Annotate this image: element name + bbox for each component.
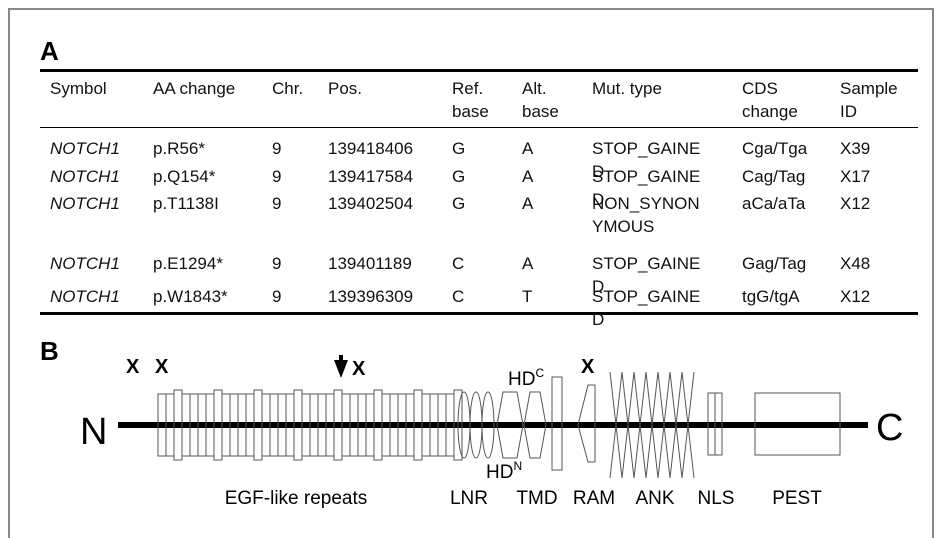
table-cell: Symbol: [50, 79, 107, 98]
table-cell: G: [452, 194, 466, 213]
panel-label: A: [40, 36, 59, 66]
table-cell: NOTCH1: [50, 254, 120, 273]
mutation-mark: X: [352, 358, 366, 380]
table-cell: G: [452, 167, 466, 186]
table-cell: A: [522, 139, 534, 158]
table-cell: A: [522, 167, 534, 186]
nls: [714, 392, 723, 456]
table-cell: p.R56*: [153, 139, 205, 158]
table-cell: X48: [840, 254, 871, 273]
domain-label: NLS: [698, 488, 735, 509]
table-cell: C: [452, 287, 465, 306]
hd-sup: C: [535, 366, 544, 380]
table-cell: Cga/Tga: [742, 139, 808, 158]
table-cell: Gag/Tag: [742, 254, 807, 273]
domain-label: TMD: [516, 488, 557, 509]
table-cell: p.Q154*: [153, 167, 216, 186]
table-cell: NON_SYNONYMOUS: [592, 194, 700, 236]
domain-label: RAM: [573, 488, 615, 509]
table-cell: Cag/Tag: [742, 167, 806, 186]
table-cell: X12: [840, 287, 871, 306]
table-cell: aCa/aTa: [742, 194, 806, 213]
table-cell: T: [522, 287, 533, 306]
egf-repeat: [453, 389, 463, 461]
table-cell: X17: [840, 167, 871, 186]
table-cell: AA change: [153, 79, 236, 98]
hd-n: [523, 391, 547, 459]
arrow: [334, 355, 348, 378]
hd-label: HDC: [508, 366, 544, 390]
domain-label: PEST: [772, 488, 822, 509]
lnr: [481, 391, 495, 459]
table-cell: NOTCH1: [50, 139, 120, 158]
table-cell: A: [522, 194, 534, 213]
table-cell: Ref. base: [452, 79, 489, 121]
table-cell: STOP_GAINED: [592, 139, 701, 181]
table-cell: 9: [272, 254, 282, 273]
table-cell: 139417584: [328, 167, 414, 186]
table-cell: Pos.: [328, 79, 363, 98]
table-cell: NOTCH1: [50, 287, 120, 306]
pest: [754, 392, 841, 456]
table-cell: Chr.: [272, 79, 304, 98]
table-cell: p.W1843*: [153, 287, 228, 306]
table-cell: X12: [840, 194, 871, 213]
table-cell: X39: [840, 139, 871, 158]
n-terminus: N: [80, 411, 107, 453]
table-cell: A: [522, 254, 534, 273]
table-cell: CDS change: [742, 79, 798, 121]
table-cell: p.E1294*: [153, 254, 223, 273]
table-cell: 139402504: [328, 194, 414, 213]
mutation-mark: X: [126, 356, 140, 378]
c-terminus: C: [876, 407, 903, 449]
panel-label: B: [40, 336, 59, 366]
hd-label: HDN: [486, 459, 522, 483]
domain-label: ANK: [635, 488, 674, 509]
table-cell: Sample ID: [840, 79, 898, 121]
table-cell: NOTCH1: [50, 194, 120, 213]
table-cell: 9: [272, 194, 282, 213]
table-cell: STOP_GAINED: [592, 167, 701, 209]
mutation-mark: X: [581, 356, 595, 378]
table-rule: [40, 127, 918, 128]
hd-text: HD: [508, 369, 535, 390]
table-cell: STOP_GAINED: [592, 254, 701, 296]
table-rule: [40, 312, 918, 315]
mutation-mark: X: [155, 356, 169, 378]
ram: [577, 384, 596, 463]
table-cell: C: [452, 254, 465, 273]
table-rule: [40, 69, 918, 72]
hd-c: [496, 391, 524, 459]
table-cell: Mut. type: [592, 79, 662, 98]
table-cell: 9: [272, 167, 282, 186]
table-cell: STOP_GAINED: [592, 287, 701, 329]
ank: [609, 371, 695, 479]
table-cell: 9: [272, 139, 282, 158]
table-cell: 139418406: [328, 139, 414, 158]
frame: [8, 8, 934, 538]
hd-sup: N: [513, 459, 522, 473]
domain-label: LNR: [450, 488, 488, 509]
table-cell: G: [452, 139, 466, 158]
domain-label: EGF-like repeats: [225, 488, 368, 509]
table-cell: NOTCH1: [50, 167, 120, 186]
hd-text: HD: [486, 462, 513, 483]
tmd: [551, 376, 563, 471]
table-cell: Alt. base: [522, 79, 559, 121]
table-cell: 9: [272, 287, 282, 306]
table-cell: tgG/tgA: [742, 287, 800, 306]
table-cell: p.T1138I: [153, 194, 219, 213]
table-cell: 139396309: [328, 287, 414, 306]
table-cell: 139401189: [328, 254, 412, 273]
